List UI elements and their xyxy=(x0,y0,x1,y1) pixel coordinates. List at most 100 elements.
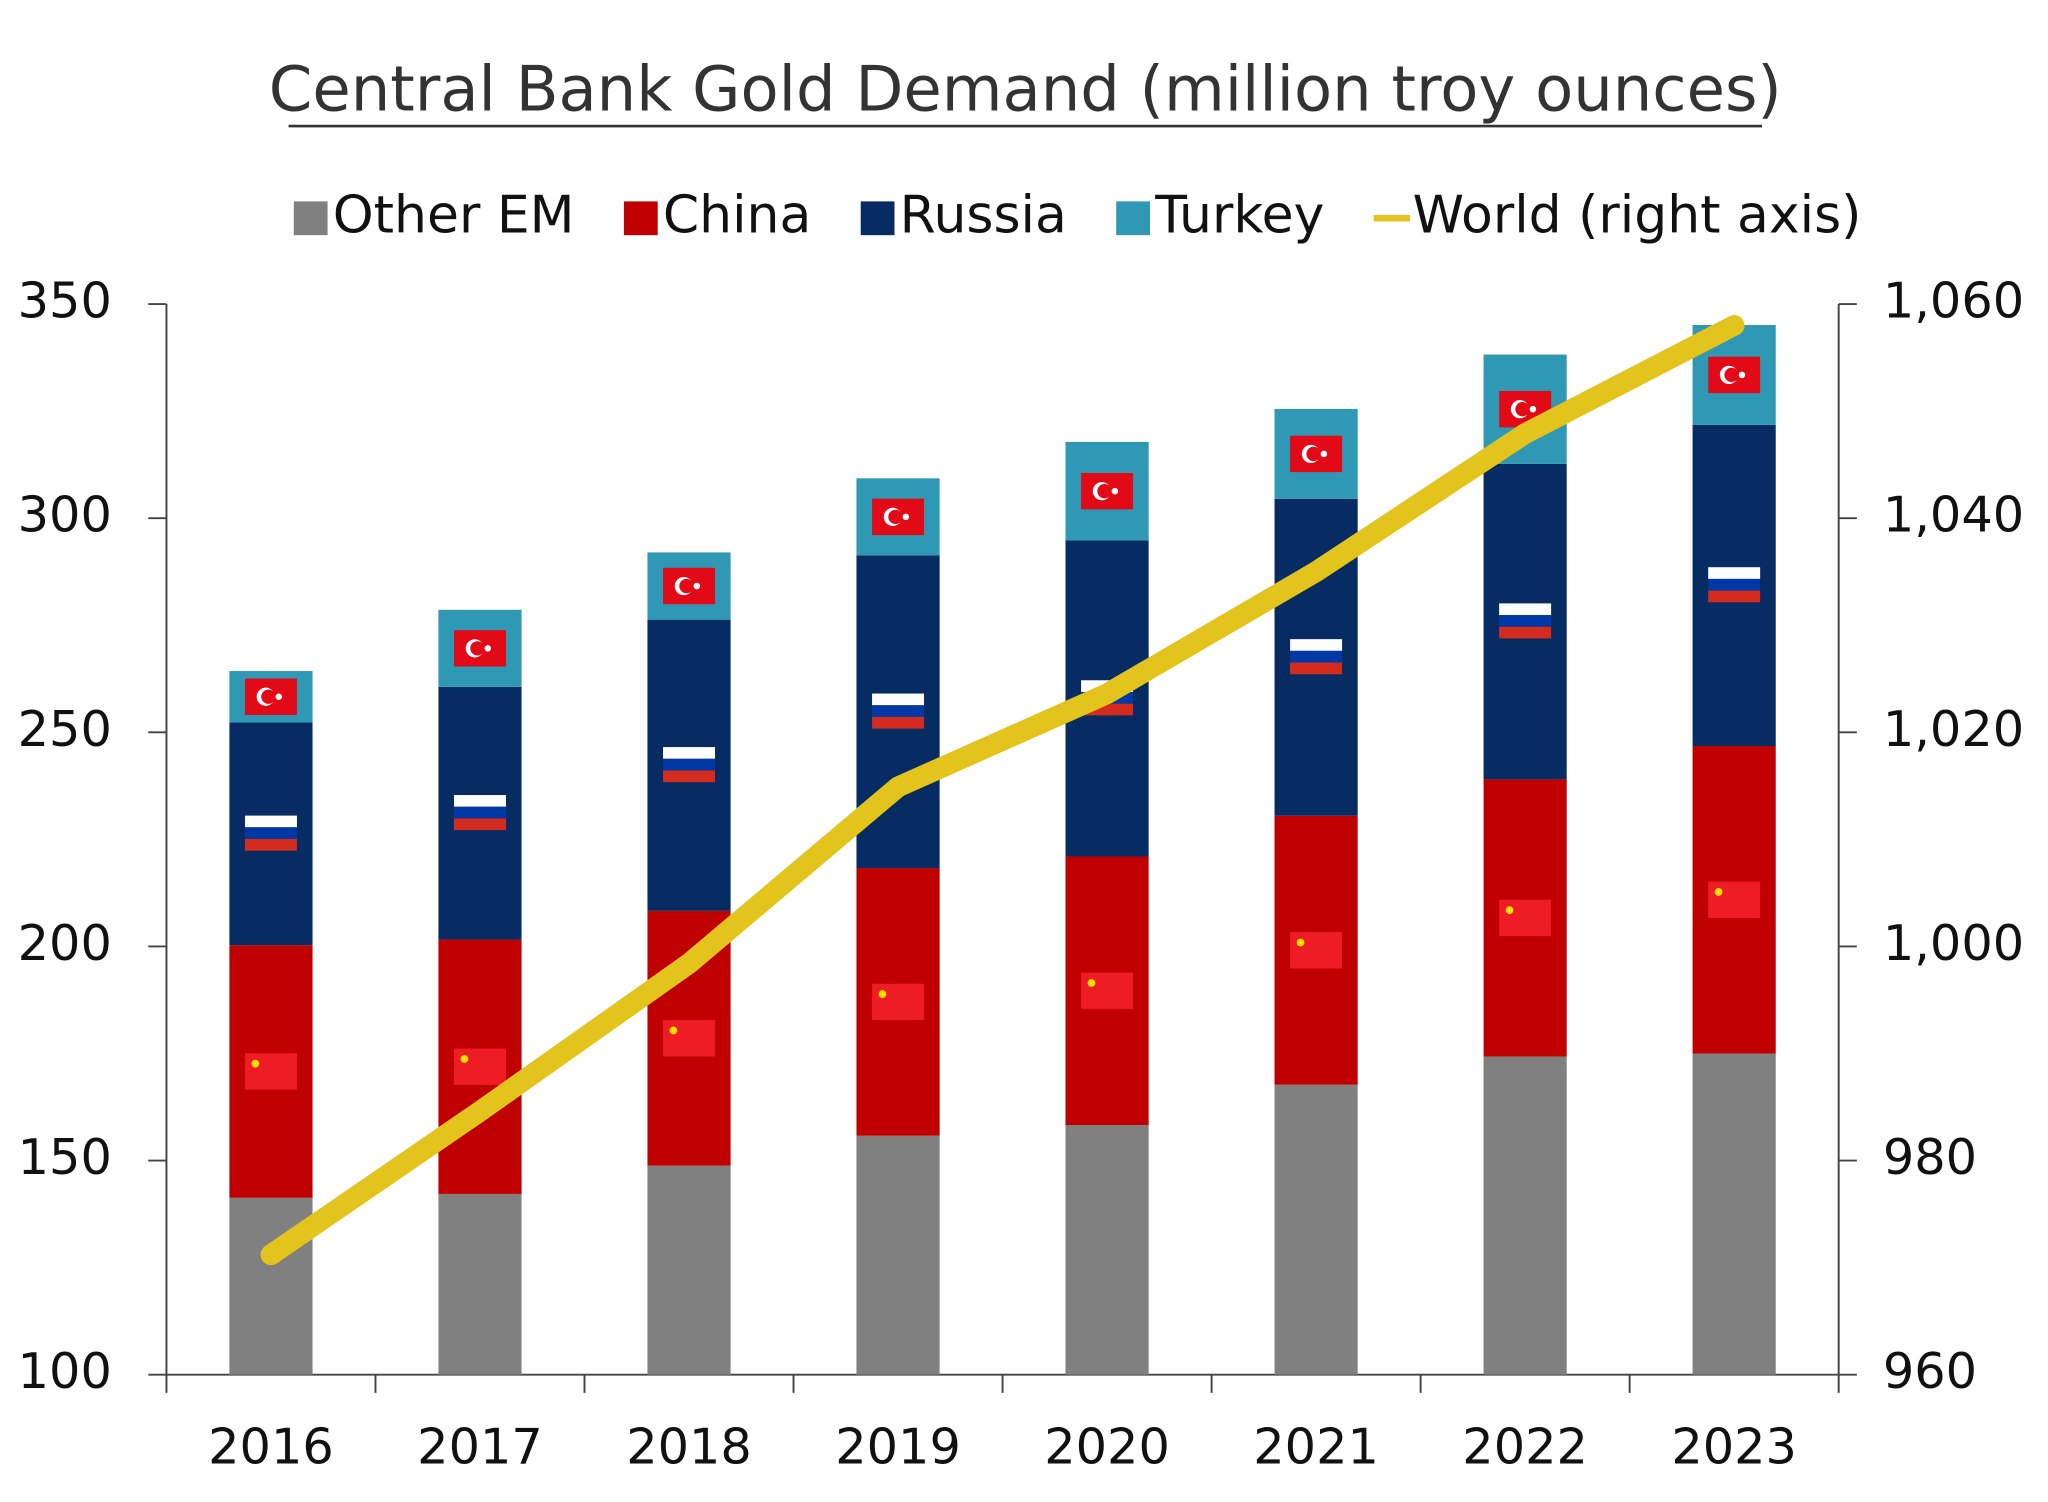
flag-icon xyxy=(872,983,925,1021)
flag-star xyxy=(1505,906,1514,915)
y-tick-label: 350 xyxy=(18,272,112,330)
chart-title: Central Bank Gold Demand (million troy o… xyxy=(269,53,1782,126)
flag xyxy=(1708,578,1761,591)
flag xyxy=(1499,899,1552,937)
flag xyxy=(1708,567,1761,579)
flag-moon xyxy=(679,578,694,594)
legend-swatch xyxy=(1116,201,1151,236)
flag xyxy=(1708,590,1761,603)
y2-tick-label: 960 xyxy=(1883,1342,1977,1400)
flag-star xyxy=(275,693,283,700)
x-tick-label: 2018 xyxy=(626,1418,752,1476)
y2-tick-label: 1,020 xyxy=(1883,700,2024,758)
flag-star xyxy=(1529,405,1537,413)
flag xyxy=(1499,603,1552,616)
flag xyxy=(872,716,925,729)
flag-star xyxy=(878,990,887,998)
x-tick-label: 2017 xyxy=(417,1418,543,1476)
flag-icon xyxy=(663,747,716,783)
flag xyxy=(454,806,506,819)
flag-icon xyxy=(872,498,925,536)
bar-segment xyxy=(1692,1053,1776,1375)
x-tick-label: 2019 xyxy=(835,1418,961,1476)
flag xyxy=(663,770,716,783)
y-tick-label: 150 xyxy=(18,1128,112,1186)
flag-icon xyxy=(244,1053,297,1090)
y2-tick-label: 1,040 xyxy=(1883,486,2024,544)
flag-icon xyxy=(872,693,925,729)
flag-icon xyxy=(1708,567,1761,603)
flag-icon xyxy=(1290,639,1343,675)
y2-tick-label: 1,000 xyxy=(1883,914,2024,972)
flag xyxy=(1499,615,1552,627)
flag-moon xyxy=(1306,446,1321,462)
flag-moon xyxy=(470,641,485,656)
legend-label: Russia xyxy=(900,185,1067,245)
flag-moon xyxy=(888,509,903,525)
flag xyxy=(244,1053,297,1090)
y-tick-label: 300 xyxy=(18,486,112,544)
bar-segment xyxy=(1483,1056,1567,1375)
flag-star xyxy=(1111,487,1119,495)
legend-label: Other EM xyxy=(333,185,575,245)
flag-icon xyxy=(663,567,716,605)
flag-icon xyxy=(1290,435,1343,473)
flag xyxy=(1081,703,1134,716)
legend-swatch xyxy=(623,201,658,236)
y2-tick-label: 980 xyxy=(1883,1128,1977,1186)
flag-icon xyxy=(454,795,506,831)
flag-moon xyxy=(1724,367,1739,383)
flag-moon xyxy=(1097,484,1112,499)
flag-icon xyxy=(454,630,506,667)
flag xyxy=(663,747,716,759)
y-tick-label: 250 xyxy=(18,700,112,758)
flag-icon xyxy=(1081,472,1134,510)
flag xyxy=(663,758,716,771)
flag xyxy=(1290,662,1343,675)
flag xyxy=(1081,972,1134,1009)
bar-segment xyxy=(647,1165,731,1375)
flag-star xyxy=(1087,979,1096,987)
flag xyxy=(244,838,297,851)
flag-icon xyxy=(1708,881,1761,918)
bar-segment xyxy=(1065,1124,1149,1375)
bar-segment xyxy=(438,1193,522,1375)
flag-icon xyxy=(244,678,297,715)
flag-star xyxy=(693,582,701,590)
flag xyxy=(1290,932,1343,969)
flag-icon xyxy=(1499,899,1552,937)
flag xyxy=(244,827,297,839)
flag-moon xyxy=(261,689,276,704)
flag xyxy=(1290,639,1343,651)
flag-icon xyxy=(1499,603,1552,639)
flag-icon xyxy=(454,1048,506,1085)
flag-icon xyxy=(663,1020,716,1057)
bar-segment xyxy=(1274,1084,1358,1375)
y-tick-label: 100 xyxy=(18,1342,112,1400)
y2-tick-label: 1,060 xyxy=(1883,272,2024,330)
flag-star xyxy=(669,1026,678,1035)
flag-icon xyxy=(1708,356,1761,394)
x-tick-label: 2021 xyxy=(1253,1418,1379,1476)
flag xyxy=(454,795,506,807)
flag xyxy=(1290,650,1343,663)
flag-star xyxy=(460,1055,469,1063)
bar-segment xyxy=(856,1135,940,1375)
flag-star xyxy=(1296,938,1305,947)
legend-swatch xyxy=(293,201,328,236)
flag xyxy=(454,818,506,831)
y-tick-label: 200 xyxy=(18,914,112,972)
flag xyxy=(872,705,925,717)
world-line xyxy=(260,315,1745,1266)
flag xyxy=(244,815,297,828)
flag-moon xyxy=(1515,402,1530,417)
flag xyxy=(872,693,925,706)
flag xyxy=(1708,881,1761,918)
legend-swatch xyxy=(860,201,895,236)
x-tick-label: 2020 xyxy=(1044,1418,1170,1476)
flag-star xyxy=(1738,371,1746,379)
flag xyxy=(454,1048,506,1085)
flag-star xyxy=(902,513,910,521)
flag-star xyxy=(484,645,492,652)
x-tick-label: 2016 xyxy=(208,1418,334,1476)
